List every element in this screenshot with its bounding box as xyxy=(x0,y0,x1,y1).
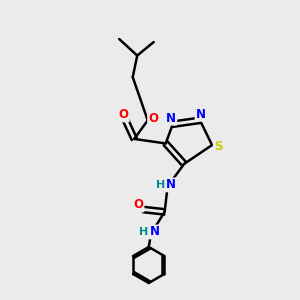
Text: H: H xyxy=(155,180,165,190)
Text: H: H xyxy=(139,227,148,237)
Text: O: O xyxy=(134,199,143,212)
Text: N: N xyxy=(150,226,160,238)
Text: O: O xyxy=(119,108,129,122)
Text: N: N xyxy=(166,112,176,125)
Text: S: S xyxy=(214,140,222,153)
Text: N: N xyxy=(166,178,176,191)
Text: O: O xyxy=(148,112,158,125)
Text: N: N xyxy=(196,108,206,121)
